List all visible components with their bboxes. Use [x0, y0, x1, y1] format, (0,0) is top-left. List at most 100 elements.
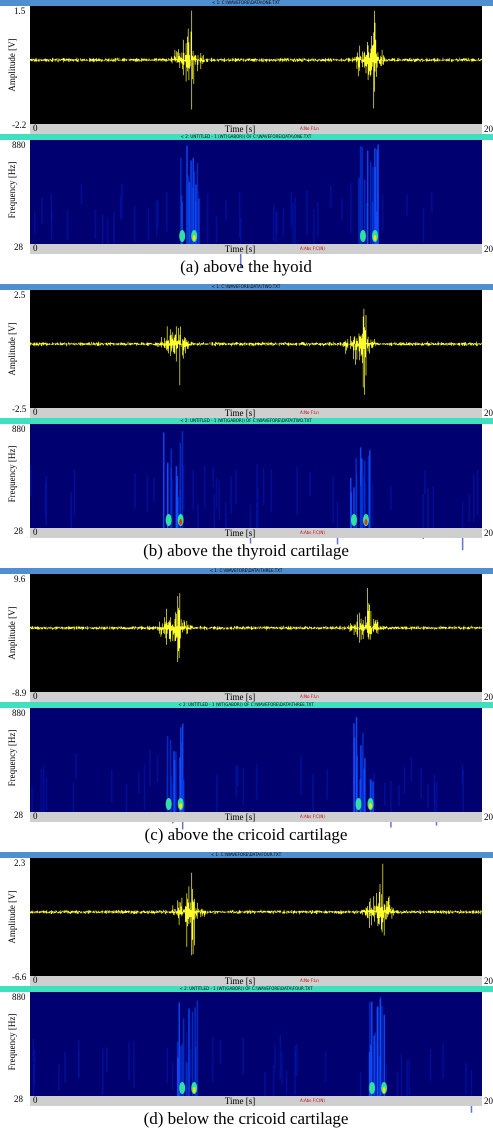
caption: (d) below the cricoid cartilage [144, 1109, 349, 1128]
x-label: Time [s] [225, 408, 255, 418]
y-label: Frequency [Hz] [7, 730, 17, 787]
streak [381, 1005, 383, 1096]
window-title: < 2: UNTITLED - 1 (WT(GABOR)) OF C:\WAVE… [179, 986, 313, 991]
streak [128, 1041, 130, 1080]
waveform-trace [29, 588, 482, 662]
streak [371, 482, 374, 526]
x-max: 20 [484, 812, 493, 822]
streak [186, 1063, 188, 1096]
waveform-trace [29, 863, 482, 956]
x-min: 0 [33, 527, 38, 537]
streak [75, 753, 77, 779]
streak [42, 764, 45, 814]
x-max: 20 [484, 692, 493, 702]
x-min: 0 [33, 811, 38, 821]
streak [119, 196, 122, 220]
streak [212, 1037, 214, 1082]
streak [255, 764, 258, 800]
streak [435, 781, 438, 826]
streak [134, 473, 136, 508]
streak [111, 770, 113, 803]
streak [377, 1056, 380, 1096]
y-label: Amplitude [V] [7, 38, 17, 91]
y-min: 28 [14, 242, 24, 252]
streak [355, 758, 358, 812]
hot-spot [373, 235, 377, 241]
streak [422, 494, 424, 539]
streak [332, 476, 334, 524]
streak [44, 481, 47, 517]
y-min: -2.5 [12, 404, 27, 414]
x-max: 20 [484, 528, 493, 538]
streak [215, 216, 218, 244]
streak [174, 764, 177, 812]
streak [374, 148, 376, 244]
streak [424, 470, 426, 495]
hot-spot [368, 803, 372, 809]
streak [101, 214, 104, 253]
streak [406, 1060, 408, 1105]
hot-spot [360, 230, 366, 242]
streak [181, 430, 184, 528]
waveform-plot [30, 574, 482, 692]
title-bar [0, 986, 493, 992]
x-min: 0 [33, 243, 38, 253]
y-max: 880 [12, 708, 26, 718]
streak [329, 186, 332, 208]
streak [105, 1047, 108, 1073]
y-max: 1.5 [14, 6, 26, 16]
streak [369, 779, 372, 812]
streak [361, 751, 363, 812]
streak [427, 783, 429, 808]
streak [462, 769, 464, 819]
streak [465, 1062, 467, 1095]
streak [41, 197, 43, 225]
streak [432, 486, 435, 531]
streak [236, 765, 239, 787]
streak [473, 474, 475, 522]
streak [262, 467, 265, 505]
axis-bar [30, 1096, 482, 1106]
y-min: -8.9 [12, 688, 27, 698]
hot-spot [165, 514, 172, 526]
streak [281, 1052, 283, 1085]
streak [32, 1039, 35, 1062]
streak [177, 1057, 179, 1096]
streak [31, 786, 33, 817]
streak [390, 486, 392, 510]
x-label: Time [s] [225, 976, 255, 986]
status: A:No F:Ln [300, 126, 319, 131]
streak [225, 501, 227, 530]
streak [193, 171, 196, 244]
streak [215, 478, 218, 509]
streak [360, 485, 362, 528]
streak [264, 1071, 266, 1100]
streak [157, 200, 159, 229]
streak [173, 751, 175, 812]
streak [341, 198, 343, 221]
streak [363, 476, 365, 509]
spectrogram-energy [31, 717, 464, 830]
streak [147, 208, 150, 241]
streak [470, 1070, 473, 1113]
streak [370, 780, 373, 812]
title-bar [0, 418, 493, 424]
streak [368, 1051, 371, 1096]
streak [381, 193, 384, 231]
waveform-trace [29, 10, 482, 110]
streak [191, 1011, 194, 1096]
streak [213, 494, 215, 533]
streak [178, 1002, 180, 1096]
spectrogram-plot [30, 140, 482, 244]
spectrogram-plot [30, 992, 482, 1096]
streak [376, 1007, 379, 1096]
axis-bar [30, 124, 482, 134]
streak [272, 1065, 275, 1101]
streak [306, 190, 308, 235]
streak [80, 183, 83, 204]
streak [290, 192, 293, 228]
title-bar [0, 702, 493, 708]
streak [461, 763, 464, 785]
streak [367, 455, 370, 528]
